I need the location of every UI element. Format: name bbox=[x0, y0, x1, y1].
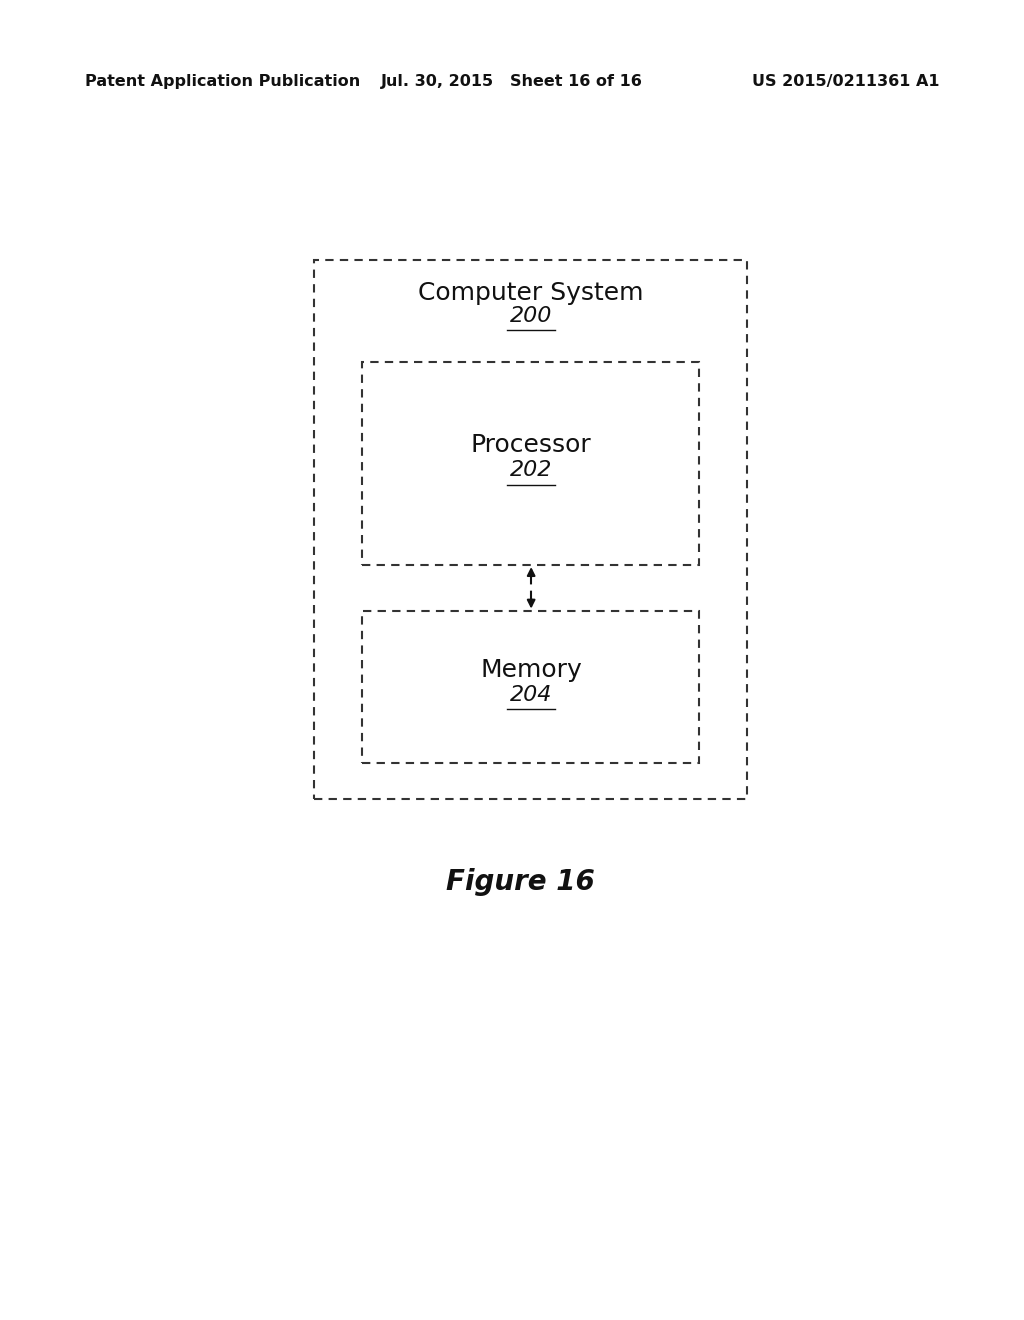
Text: 202: 202 bbox=[510, 461, 552, 480]
Text: Patent Application Publication: Patent Application Publication bbox=[85, 74, 360, 90]
Text: Jul. 30, 2015   Sheet 16 of 16: Jul. 30, 2015 Sheet 16 of 16 bbox=[381, 74, 643, 90]
Text: Processor: Processor bbox=[471, 433, 592, 457]
Text: US 2015/0211361 A1: US 2015/0211361 A1 bbox=[752, 74, 939, 90]
Text: Computer System: Computer System bbox=[419, 281, 644, 305]
Text: 204: 204 bbox=[510, 685, 552, 705]
Text: Memory: Memory bbox=[480, 657, 582, 681]
Text: 200: 200 bbox=[510, 306, 552, 326]
Bar bbox=[314, 260, 748, 799]
Text: Figure 16: Figure 16 bbox=[445, 867, 595, 896]
Bar bbox=[362, 362, 699, 565]
Bar bbox=[362, 611, 699, 763]
